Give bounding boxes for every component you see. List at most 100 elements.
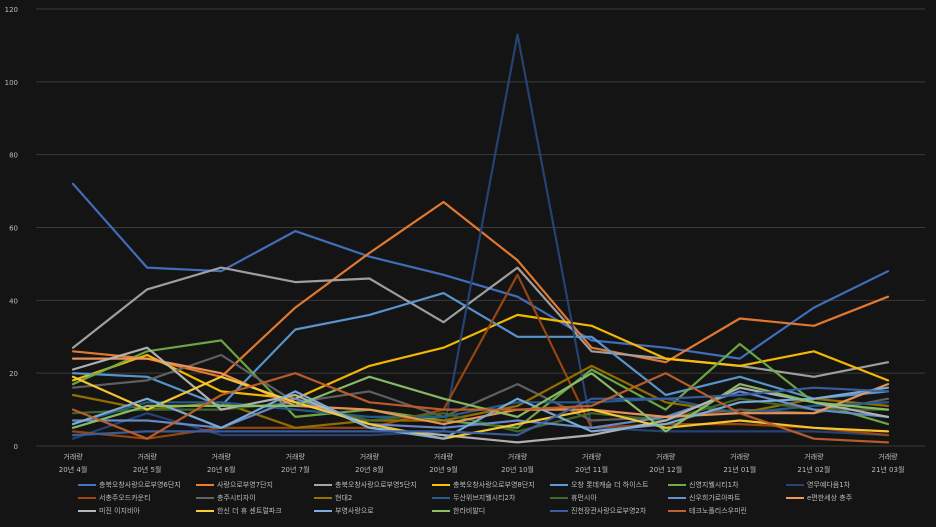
legend-label: 사랑으로부영7단지 [217,481,273,489]
y-tick-label: 120 [5,6,18,14]
x-tick-label-top: 거래량 [730,452,750,461]
x-tick-label-top: 거래량 [212,452,232,461]
legend-item: e편한세상 충주 [786,493,898,503]
legend-swatch [78,484,96,486]
legend: 충북오창사랑으로부영6단지 사랑으로부영7단지 충북오창사랑으로부영5단지 충북오창사… [78,480,898,516]
legend-item: 영무예다음1차 [786,480,898,490]
x-tick-label-top: 거래량 [582,452,602,461]
legend-label: 신영지웰시티1차 [689,481,739,489]
legend-label: 한라비발디 [453,507,486,515]
series-line-15 [71,346,890,444]
x-tick-label-top: 거래량 [878,452,898,461]
x-tick-label: 21년 02월 [797,465,830,474]
x-tick-label: 20년 5월 [133,465,161,474]
x-tick-label: 20년 4월 [59,465,87,474]
legend-item: 진천장관사랑으로부영2차 [550,506,662,516]
series-lines [71,33,890,444]
series-line-20 [71,372,890,444]
series-line-19 [71,386,890,437]
legend-swatch [196,510,214,512]
x-tick-label: 21년 03월 [871,465,904,474]
legend-swatch [550,484,568,486]
series-line-14 [71,357,890,426]
x-tick-label: 20년 7월 [281,465,309,474]
line-chart: 0 20 40 60 80 100 120 거래량 20년 4월 거래량 20년 5월 거래량 20년… [5,6,925,474]
x-tick-label: 20년 6월 [207,465,235,474]
x-tick-label: 20년 8월 [355,465,383,474]
legend-swatch [786,497,804,499]
x-tick-label-top: 거래량 [137,452,157,461]
legend-item: 현대2 [314,493,426,503]
legend-item: 부영사랑으로 [314,506,426,516]
legend-swatch [314,497,332,499]
legend-item: 신영지웰시티1차 [668,480,780,490]
legend-label: 충북오창사랑으로부영8단지 [453,481,535,489]
legend-item: 두산위브지웰시티2차 [432,493,544,503]
legend-label: 현대2 [335,494,353,502]
legend-label: 두산위브지웰시티2차 [453,494,516,502]
legend-item: 서충주오드카운티 [78,493,190,503]
legend-label: 테크노폴리스우미린 [689,507,747,515]
y-tick-label: 40 [9,297,18,305]
legend-item: 한라비발디 [432,506,544,516]
x-tick-label-top: 거래량 [286,452,306,461]
legend-item: 충북오창사랑으로부영6단지 [78,480,190,490]
x-tick-label-top: 거래량 [508,452,528,461]
legend-swatch [668,510,686,512]
legend-swatch [314,484,332,486]
series-line-12 [71,397,890,433]
legend-label: 충북오창사랑으로부영6단지 [99,481,181,489]
y-tick-label: 0 [14,443,18,451]
legend-label: 서충주오드카운티 [99,494,151,502]
legend-swatch [432,484,450,486]
x-tick-label: 20년 10월 [501,465,534,474]
x-tick-label-top: 거래량 [360,452,380,461]
legend-label: 진천장관사랑으로부영2차 [571,507,647,515]
legend-label: 미진 이지비아 [99,507,140,515]
x-tick-label-top: 거래량 [656,452,676,461]
legend-label: 신우희가로아파트 [689,494,741,502]
legend-swatch [78,497,96,499]
legend-item: 충북오창사랑으로부영8단지 [432,480,544,490]
legend-item: 오창 롯데캐슬 더 하이스트 [550,480,662,490]
legend-swatch [78,510,96,512]
legend-item: 테크노폴리스우미린 [668,506,780,516]
y-tick-label: 100 [5,79,18,87]
legend-swatch [668,484,686,486]
legend-swatch [550,497,568,499]
legend-item: 충북오창사랑으로부영5단지 [314,480,426,490]
y-tick-label: 60 [9,225,18,233]
x-tick-label-top: 거래량 [434,452,454,461]
legend-swatch [550,510,568,512]
x-tick-label: 21년 01월 [723,465,756,474]
legend-swatch [196,497,214,499]
legend-label: 충북오창사랑으로부영5단지 [335,481,417,489]
legend-item: 미진 이지비아 [78,506,190,516]
series-line-16 [71,375,890,440]
y-tick-label: 80 [9,152,18,160]
legend-swatch [786,484,804,486]
legend-swatch [314,510,332,512]
x-axis-ticks: 거래량 20년 4월 거래량 20년 5월 거래량 20년 6월 거래량 20년 7월 거래량 2… [59,452,905,474]
series-line-4 [71,313,890,400]
series-line-17 [71,386,890,440]
series-line-3 [71,266,890,378]
y-tick-label: 20 [9,370,18,378]
legend-label: e편한세상 충주 [807,494,853,502]
legend-label: 오창 롯데캐슬 더 하이스트 [571,481,649,489]
legend-label: 휴먼시아 [571,494,597,502]
legend-label: 부영사랑으로 [335,507,374,515]
legend-swatch [196,484,214,486]
legend-item: 한신 더 휴 센트럴파크 [196,506,308,516]
x-tick-label: 20년 11월 [575,465,608,474]
legend-label: 영무예다음1차 [807,481,851,489]
legend-item: 충주시티자이 [196,493,308,503]
series-line-18 [71,372,890,433]
legend-swatch [432,497,450,499]
legend-label: 한신 더 휴 센트럴파크 [217,507,282,515]
legend-label: 충주시티자이 [217,494,256,502]
legend-swatch [432,510,450,512]
x-tick-label: 20년 12월 [649,465,682,474]
legend-item: 휴먼시아 [550,493,662,503]
